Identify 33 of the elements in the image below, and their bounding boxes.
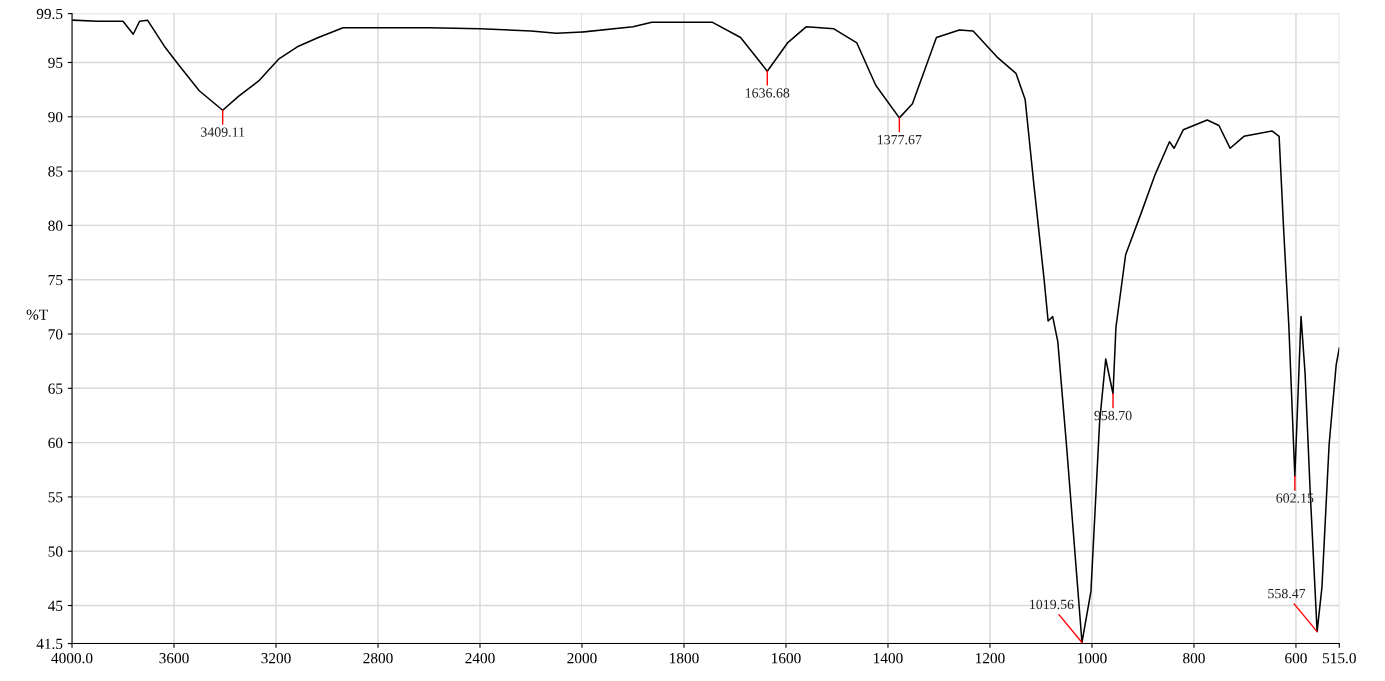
y-tick-label: 41.5: [36, 638, 63, 650]
x-tick-label: 3200: [261, 653, 291, 664]
y-tick-label: 55: [48, 492, 63, 503]
y-tick-label: 50: [48, 546, 63, 557]
annotation: 3409.11: [201, 127, 245, 137]
y-tick-label: 80: [48, 220, 63, 231]
x-tick-label: 2000: [567, 653, 597, 664]
y-tick-label: 60: [48, 437, 63, 449]
y-tick-label: 90: [48, 111, 63, 123]
annotation: 1636.68: [745, 88, 790, 98]
annotation: 1377.67: [878, 134, 922, 145]
x-tick-label: 1200: [976, 653, 1005, 664]
y-tick-label: 45: [48, 600, 63, 611]
x-tick-label: 515.0: [1323, 653, 1356, 664]
annotation: 558.47: [1268, 588, 1306, 599]
y-tick-label: 85: [48, 166, 63, 177]
x-tick-label: 2400: [465, 653, 495, 664]
x-tick-label: 3600: [159, 653, 189, 664]
x-tick-label: 2800: [363, 653, 393, 664]
y-tick-label: 75: [48, 275, 63, 286]
x-tick-label: 1400: [874, 653, 903, 664]
y-tick-label: 70: [48, 329, 63, 340]
x-tick-label: 4000.0: [51, 653, 93, 664]
annotation: 1019.56: [1030, 599, 1074, 610]
x-tick-label: 600: [1285, 653, 1307, 664]
x-tick-label: 1000: [1078, 653, 1107, 664]
y-tick-label: 99.5: [36, 8, 63, 20]
x-tick-label: 1800: [670, 653, 699, 664]
x-tick-label: 800: [1183, 653, 1205, 664]
y-tick-label: 95: [48, 57, 63, 68]
x-tick-label: 1600: [772, 653, 801, 664]
y-tick-label: 65: [48, 383, 63, 394]
y-axis-title: %T: [26, 309, 48, 320]
